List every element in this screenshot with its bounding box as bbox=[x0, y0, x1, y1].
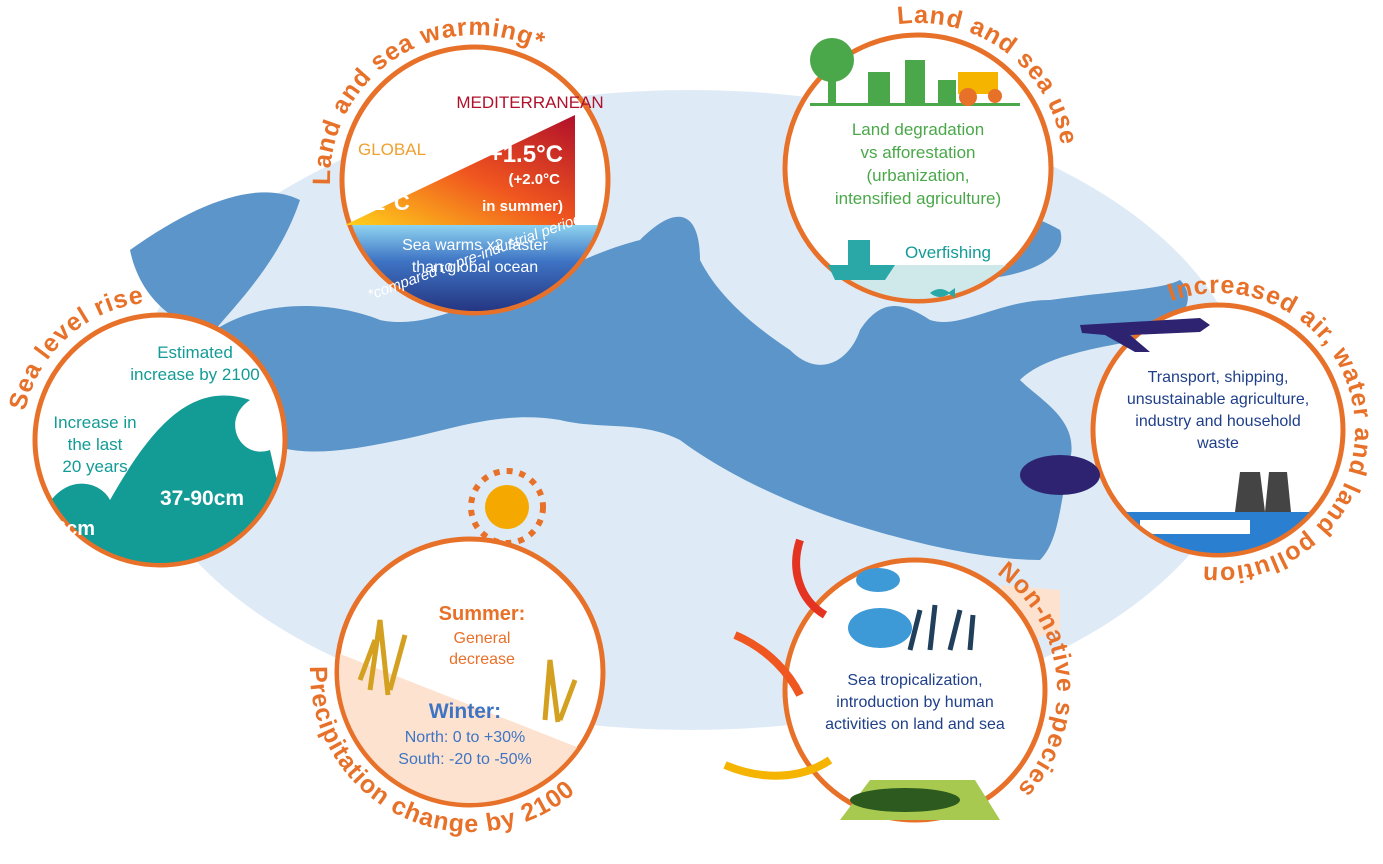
caterpillar-icon bbox=[850, 788, 960, 812]
recent-label: 20 years bbox=[62, 457, 127, 476]
species-text: activities on land and sea bbox=[825, 716, 1005, 733]
recent-value: 6cm bbox=[55, 518, 95, 540]
use-text: Land degradation bbox=[852, 120, 984, 139]
ship-icon bbox=[1140, 520, 1250, 534]
use-text: intensified agriculture) bbox=[835, 189, 1001, 208]
summer-value: (+2.0°C bbox=[509, 171, 561, 188]
pollution-text: industry and household bbox=[1135, 413, 1300, 430]
recent-label: the last bbox=[68, 435, 123, 454]
species-text: Sea tropicalization, bbox=[847, 672, 982, 689]
region-value: +1.5°C bbox=[489, 141, 563, 168]
pollution-text: waste bbox=[1196, 435, 1239, 452]
summer-label: Summer: bbox=[439, 603, 526, 625]
region-label: MEDITERRANEAN bbox=[456, 93, 603, 112]
estimated-label: increase by 2100 bbox=[130, 365, 259, 384]
use-text: vs afforestation bbox=[861, 143, 976, 162]
use-text: (urbanization, bbox=[866, 166, 969, 185]
pollution-text: unsustainable agriculture, bbox=[1127, 391, 1309, 408]
species-text: introduction by human bbox=[836, 694, 993, 711]
summer-text: General bbox=[454, 630, 511, 647]
estimated-value: 37-90cm bbox=[160, 487, 244, 510]
recent-label: Increase in bbox=[53, 413, 136, 432]
winter-text: South: -20 to -50% bbox=[398, 751, 531, 768]
summer-value: in summer) bbox=[482, 198, 563, 215]
global-value: +1°C bbox=[360, 190, 410, 215]
infographic: MEDITERRANEAN GLOBAL +1.5°C (+2.0°C in s… bbox=[0, 0, 1383, 864]
summer-text: decrease bbox=[449, 651, 515, 668]
winter-text: North: 0 to +30% bbox=[405, 729, 526, 746]
fish-icon bbox=[856, 568, 900, 592]
fish-icon bbox=[848, 608, 912, 648]
overfishing-label: Overfishing bbox=[905, 243, 991, 262]
winter-label: Winter: bbox=[429, 700, 501, 723]
estimated-label: Estimated bbox=[157, 343, 233, 362]
turtle-icon bbox=[1020, 455, 1100, 495]
global-label: GLOBAL bbox=[358, 140, 426, 159]
pollution-text: Transport, shipping, bbox=[1148, 369, 1289, 386]
